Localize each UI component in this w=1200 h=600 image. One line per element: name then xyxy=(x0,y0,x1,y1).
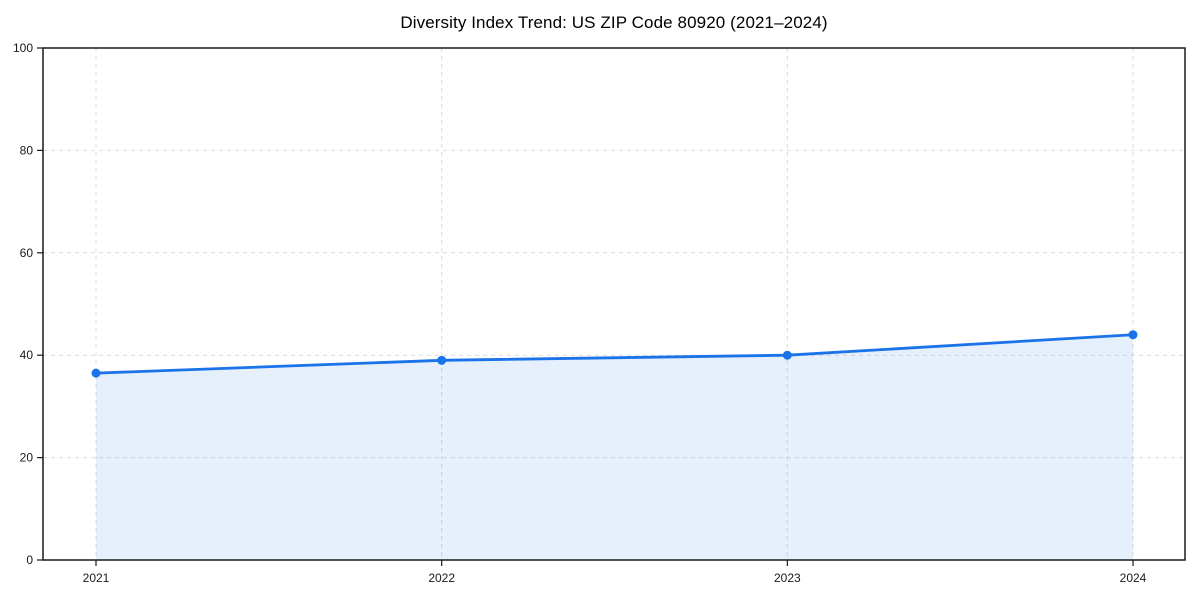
plot-border xyxy=(42,47,1186,561)
x-tick-label: 2022 xyxy=(428,571,455,585)
chart-title: Diversity Index Trend: US ZIP Code 80920… xyxy=(400,13,828,32)
data-point xyxy=(1128,330,1138,340)
data-point xyxy=(782,350,792,360)
data-point xyxy=(91,368,101,378)
y-tick-label: 0 xyxy=(26,553,33,567)
x-tick-label: 2023 xyxy=(774,571,801,585)
x-tick-label: 2024 xyxy=(1120,571,1147,585)
y-tick-label: 100 xyxy=(13,41,33,55)
y-tick-label: 20 xyxy=(20,451,34,465)
y-tick-label: 60 xyxy=(20,246,34,260)
trend-line xyxy=(94,333,1135,375)
x-tick-label: 2021 xyxy=(83,571,110,585)
data-point xyxy=(437,355,447,365)
y-tick-label: 40 xyxy=(20,348,34,362)
y-tick-label: 80 xyxy=(20,143,34,157)
area-fill xyxy=(96,334,1133,560)
